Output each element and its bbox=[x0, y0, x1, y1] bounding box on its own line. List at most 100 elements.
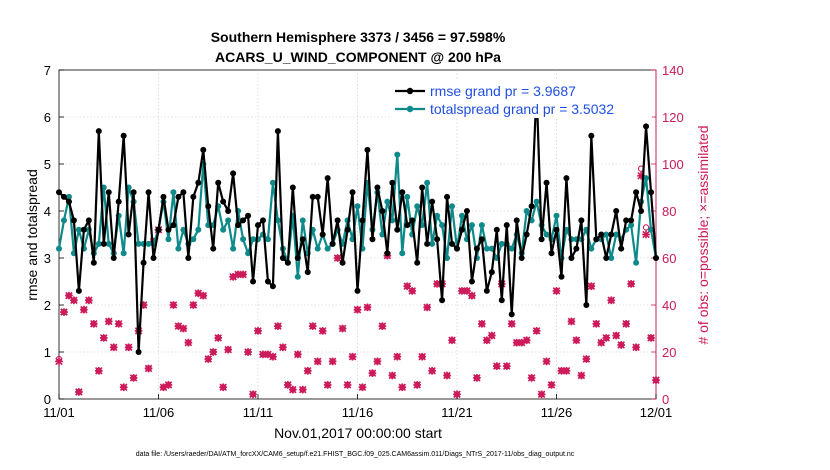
rmse-point bbox=[563, 175, 570, 182]
y2-tick-label: 140 bbox=[662, 63, 684, 78]
rmse-point bbox=[439, 297, 446, 304]
rmse-point bbox=[80, 226, 87, 233]
obs-assimilated-point bbox=[507, 319, 516, 328]
legend-spread-label: totalspread grand pr = 3.5032 bbox=[430, 101, 614, 117]
obs-assimilated-point bbox=[418, 352, 427, 361]
obs-assimilated-point bbox=[114, 319, 123, 328]
totalspread-point bbox=[628, 222, 635, 229]
rmse-point bbox=[120, 132, 127, 139]
obs-assimilated-point bbox=[373, 357, 382, 366]
obs-assimilated-point bbox=[552, 287, 561, 295]
rmse-point bbox=[613, 208, 620, 214]
rmse-point bbox=[648, 189, 655, 196]
rmse-point bbox=[434, 236, 441, 243]
y-axis-label: rmse and totalspread bbox=[24, 169, 40, 301]
rmse-point bbox=[429, 198, 436, 205]
obs-assimilated-point bbox=[487, 331, 496, 340]
rmse-point bbox=[235, 222, 242, 229]
y2-axis-ticks: 0 20 40 60 80 100 120 140 bbox=[651, 63, 684, 407]
rmse-point bbox=[195, 179, 202, 186]
rmse-point bbox=[284, 259, 291, 266]
totalspread-point bbox=[523, 208, 530, 214]
x-tick-label: 11/01 bbox=[43, 405, 75, 420]
rmse-point bbox=[250, 278, 257, 285]
rmse-point bbox=[279, 255, 286, 261]
rmse-point bbox=[628, 217, 635, 224]
rmse-point bbox=[349, 189, 356, 196]
rmse-point bbox=[543, 179, 550, 186]
y-tick-label: 4 bbox=[44, 204, 51, 219]
obs-assimilated-point bbox=[363, 303, 372, 312]
y-tick-label: 5 bbox=[44, 157, 51, 172]
rmse-point bbox=[374, 184, 381, 191]
rmse-point bbox=[508, 311, 515, 318]
rmse-point bbox=[643, 123, 650, 130]
obs-assimilated-point bbox=[532, 327, 541, 335]
obs-assimilated-point bbox=[468, 291, 476, 300]
totalspread-point bbox=[175, 245, 182, 252]
rmse-point bbox=[618, 245, 625, 252]
rmse-point bbox=[369, 236, 376, 243]
rmse-point bbox=[56, 189, 62, 196]
obs-assimilated-point bbox=[279, 343, 287, 352]
rmse-point bbox=[299, 236, 306, 243]
obs-assimilated-point bbox=[423, 303, 431, 312]
rmse-point bbox=[424, 240, 431, 247]
totalspread-point bbox=[95, 240, 102, 247]
obs-assimilated-point bbox=[478, 319, 486, 328]
obs-assimilated-point bbox=[298, 385, 307, 394]
y2-tick-label: 0 bbox=[662, 392, 669, 407]
rmse-point bbox=[359, 217, 366, 224]
rmse-point bbox=[60, 193, 67, 200]
obs-assimilated-point bbox=[652, 376, 660, 385]
rmse-point bbox=[100, 240, 107, 247]
obs-assimilated-point bbox=[323, 381, 332, 389]
obs-assimilated-point bbox=[179, 324, 188, 333]
footnote: data file: /Users/raeder/DAI/ATM_forcXX/… bbox=[136, 451, 575, 458]
obs-assimilated-point bbox=[60, 308, 68, 316]
rmse-point bbox=[513, 217, 520, 224]
y-axis-ticks: 0 1 2 3 4 5 6 7 bbox=[44, 63, 64, 407]
totalspread-point bbox=[60, 217, 67, 224]
rmse-point bbox=[399, 189, 406, 196]
obs-assimilated-point bbox=[572, 336, 581, 345]
obs-assimilated-point bbox=[308, 322, 317, 330]
totalspread-point bbox=[274, 217, 281, 224]
rmse-point bbox=[334, 217, 341, 224]
totalspread-point bbox=[648, 226, 655, 233]
obs-assimilated-point bbox=[388, 371, 397, 380]
totalspread-point bbox=[165, 236, 172, 243]
rmse-point bbox=[483, 287, 490, 294]
rmse-point bbox=[379, 208, 386, 214]
y2-tick-label: 20 bbox=[662, 345, 676, 360]
y2-tick-label: 80 bbox=[662, 204, 676, 219]
obs-assimilated-point bbox=[492, 362, 501, 370]
rmse-point bbox=[354, 287, 361, 294]
obs-assimilated-point bbox=[333, 254, 342, 262]
obs-assimilated-point bbox=[502, 362, 511, 370]
rmse-point bbox=[329, 240, 336, 247]
y-tick-label: 6 bbox=[44, 110, 51, 125]
rmse-point bbox=[553, 226, 560, 233]
totalspread-point bbox=[508, 245, 515, 252]
obs-assimilated-point bbox=[642, 230, 650, 239]
rmse-point bbox=[344, 226, 351, 233]
rmse-point bbox=[538, 236, 545, 243]
totalspread-point bbox=[633, 259, 640, 266]
obs-assimilated-point bbox=[244, 348, 252, 356]
totalspread-point bbox=[404, 193, 411, 200]
rmse-point bbox=[404, 222, 411, 229]
totalspread-point bbox=[180, 226, 187, 233]
totalspread-point bbox=[468, 222, 475, 229]
rmse-point bbox=[449, 240, 456, 247]
y2-tick-label: 100 bbox=[662, 157, 684, 172]
obs-assimilated-point bbox=[443, 371, 451, 380]
rmse-point bbox=[155, 226, 162, 233]
x-tick-label: 11/26 bbox=[541, 405, 573, 420]
legend-rmse-marker bbox=[406, 87, 414, 95]
rmse-point bbox=[454, 245, 460, 252]
rmse-point bbox=[409, 217, 416, 224]
rmse-point bbox=[220, 198, 227, 205]
obs-assimilated-point bbox=[582, 355, 591, 363]
obs-assimilated-point bbox=[358, 383, 367, 392]
